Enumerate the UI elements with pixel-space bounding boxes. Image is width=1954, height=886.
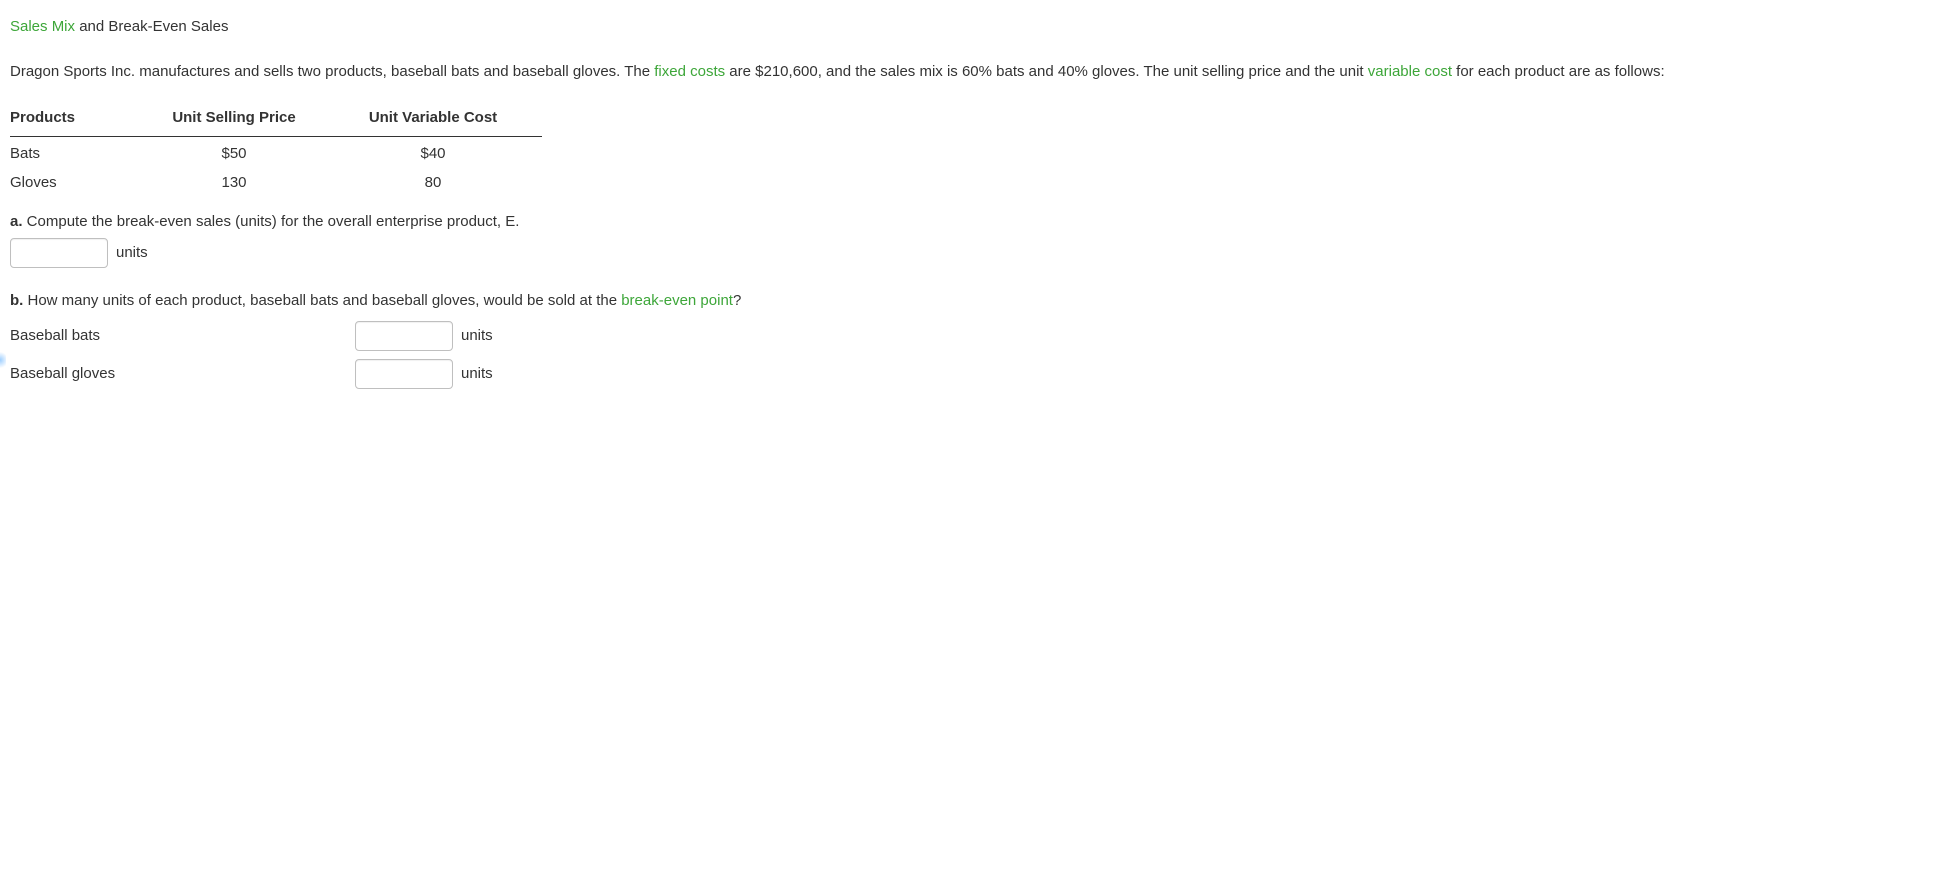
page-edge-glow xyxy=(0,350,6,370)
question-a-body: Compute the break-even sales (units) for… xyxy=(23,213,520,230)
question-b-post: ? xyxy=(733,292,741,309)
col-header-price: Unit Selling Price xyxy=(144,103,338,137)
col-header-products: Products xyxy=(10,103,144,137)
fixed-costs-term: fixed costs xyxy=(654,63,725,80)
question-b-text: b. How many units of each product, baseb… xyxy=(10,292,1944,309)
table-header-row: Products Unit Selling Price Unit Variabl… xyxy=(10,103,542,137)
intro-pre: Dragon Sports Inc. manufactures and sell… xyxy=(10,63,654,80)
question-b-pre: How many units of each product, baseball… xyxy=(23,292,621,309)
heading-term: Sales Mix xyxy=(10,18,75,35)
question-b-row-gloves: Baseball gloves units xyxy=(10,359,1944,389)
variable-cost-term: variable cost xyxy=(1368,63,1452,80)
cell-varcost: $40 xyxy=(338,136,542,166)
question-a-label: a. xyxy=(10,213,23,230)
heading-rest: and Break-Even Sales xyxy=(75,18,228,35)
question-b-row-bats: Baseball bats units xyxy=(10,321,1944,351)
intro-paragraph: Dragon Sports Inc. manufactures and sell… xyxy=(10,59,1944,85)
col-header-varcost: Unit Variable Cost xyxy=(338,103,542,137)
bats-units-input[interactable] xyxy=(355,321,453,351)
cell-product: Gloves xyxy=(10,166,144,195)
cell-varcost: 80 xyxy=(338,166,542,195)
bats-units-label: units xyxy=(461,327,493,344)
question-a-units-label: units xyxy=(116,244,148,261)
cell-product: Bats xyxy=(10,136,144,166)
intro-mid: are $210,600, and the sales mix is 60% b… xyxy=(725,63,1368,80)
intro-post: for each product are as follows: xyxy=(1452,63,1665,80)
product-cost-table: Products Unit Selling Price Unit Variabl… xyxy=(10,103,542,195)
gloves-units-input[interactable] xyxy=(355,359,453,389)
cell-price: $50 xyxy=(144,136,338,166)
break-even-point-term: break-even point xyxy=(621,292,733,309)
bats-row-label: Baseball bats xyxy=(10,327,355,344)
gloves-units-label: units xyxy=(461,365,493,382)
table-row: Gloves 130 80 xyxy=(10,166,542,195)
question-b-label: b. xyxy=(10,292,23,309)
question-a-answer-row: units xyxy=(10,238,1944,268)
table-row: Bats $50 $40 xyxy=(10,136,542,166)
cell-price: 130 xyxy=(144,166,338,195)
page-heading: Sales Mix and Break-Even Sales xyxy=(10,18,1944,35)
question-a-text: a. Compute the break-even sales (units) … xyxy=(10,213,1944,230)
gloves-row-label: Baseball gloves xyxy=(10,365,355,382)
question-a-input[interactable] xyxy=(10,238,108,268)
